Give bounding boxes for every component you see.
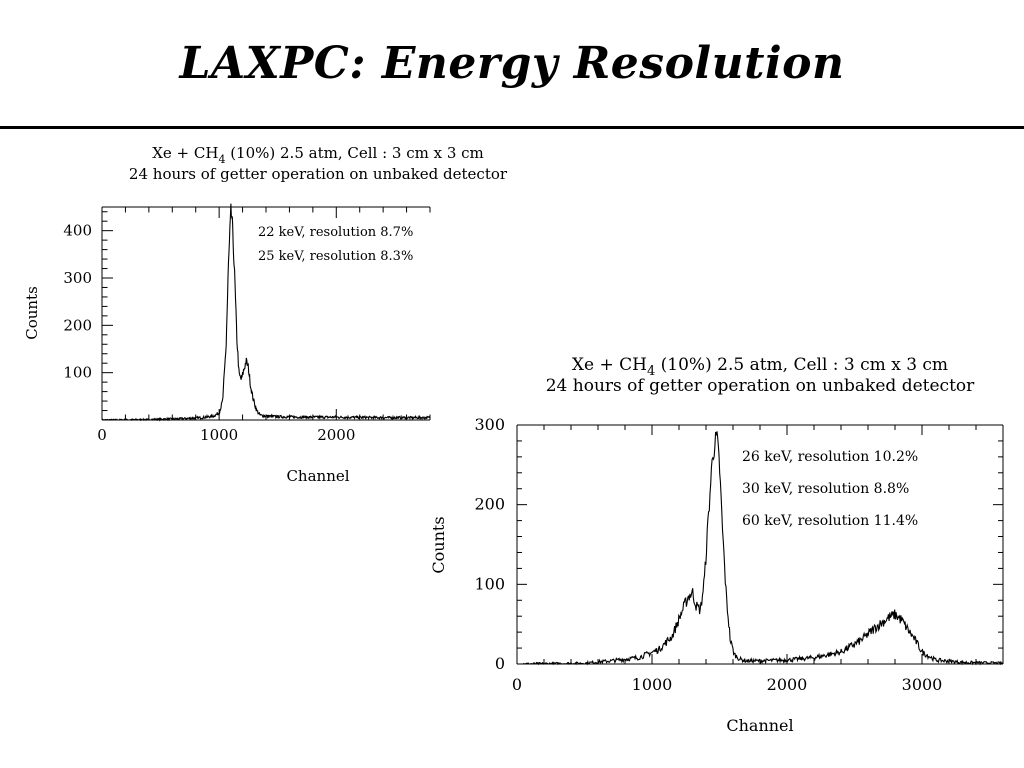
x-axis-label: Channel	[726, 716, 793, 735]
y-tick-label: 100	[63, 364, 92, 382]
resolution-annotation: 26 keV, resolution 10.2%	[742, 449, 918, 465]
chart-title-line2: 24 hours of getter operation on unbaked …	[546, 376, 975, 396]
x-tick-label: 1000	[200, 426, 238, 444]
chart-title-line2: 24 hours of getter operation on unbaked …	[129, 165, 508, 183]
resolution-annotation: 22 keV, resolution 8.7%	[258, 225, 413, 240]
y-tick-label: 0	[495, 654, 505, 673]
x-tick-label: 3000	[902, 675, 943, 694]
y-axis-label: Counts	[429, 516, 448, 573]
y-axis-label: Counts	[23, 286, 41, 340]
resolution-annotation: 25 keV, resolution 8.3%	[258, 249, 413, 264]
spectrum-series-line	[101, 203, 431, 422]
x-tick-label: 2000	[767, 675, 808, 694]
x-axis-label: Channel	[286, 467, 349, 485]
y-tick-label: 200	[63, 316, 92, 334]
chart-title-line1: Xe + CH4 (10%) 2.5 atm, Cell : 3 cm x 3 …	[572, 355, 948, 379]
y-tick-label: 400	[63, 222, 92, 240]
resolution-annotation: 30 keV, resolution 8.8%	[742, 481, 909, 497]
spectrum-series-line	[516, 431, 1004, 666]
x-tick-label: 0	[512, 675, 522, 694]
chart-title-line1: Xe + CH4 (10%) 2.5 atm, Cell : 3 cm x 3 …	[152, 144, 484, 166]
y-tick-label: 300	[63, 269, 92, 287]
page-title: LAXPC: Energy Resolution	[179, 38, 845, 89]
y-tick-label: 200	[474, 495, 505, 514]
x-tick-label: 1000	[632, 675, 673, 694]
chart-2: Xe + CH4 (10%) 2.5 atm, Cell : 3 cm x 3 …	[429, 355, 1004, 735]
x-tick-label: 0	[97, 426, 107, 444]
resolution-annotation: 60 keV, resolution 11.4%	[742, 513, 918, 529]
y-tick-label: 100	[474, 574, 505, 593]
x-tick-label: 2000	[317, 426, 355, 444]
y-tick-label: 300	[474, 415, 505, 434]
chart-1: Xe + CH4 (10%) 2.5 atm, Cell : 3 cm x 3 …	[23, 144, 508, 485]
title-divider	[0, 126, 1024, 129]
